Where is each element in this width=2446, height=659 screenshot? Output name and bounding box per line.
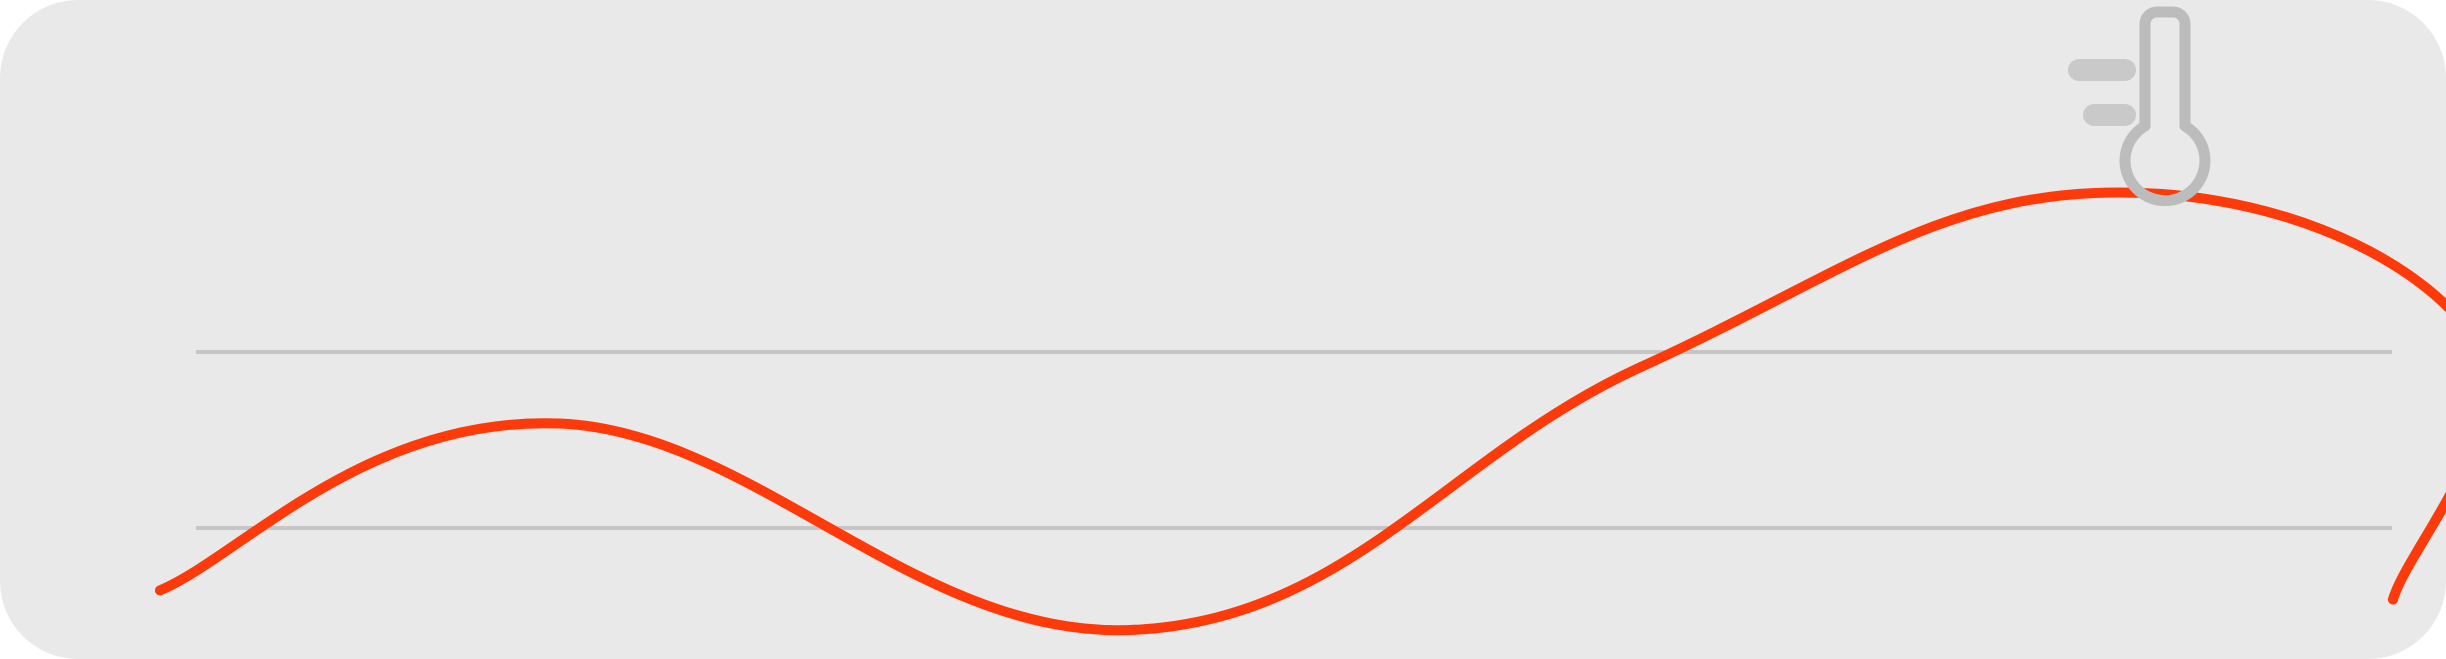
series-line [155, 187, 2446, 636]
thermometer-body [2119, 6, 2211, 207]
data-point [155, 585, 165, 596]
gridlines [196, 350, 2392, 530]
thermometer-icon [2068, 6, 2211, 207]
data-point [1635, 362, 1645, 373]
data-point [555, 418, 565, 429]
data-points [155, 188, 2398, 635]
data-point [1130, 624, 1140, 635]
data-point [2388, 594, 2398, 605]
data-point [2090, 188, 2100, 198]
